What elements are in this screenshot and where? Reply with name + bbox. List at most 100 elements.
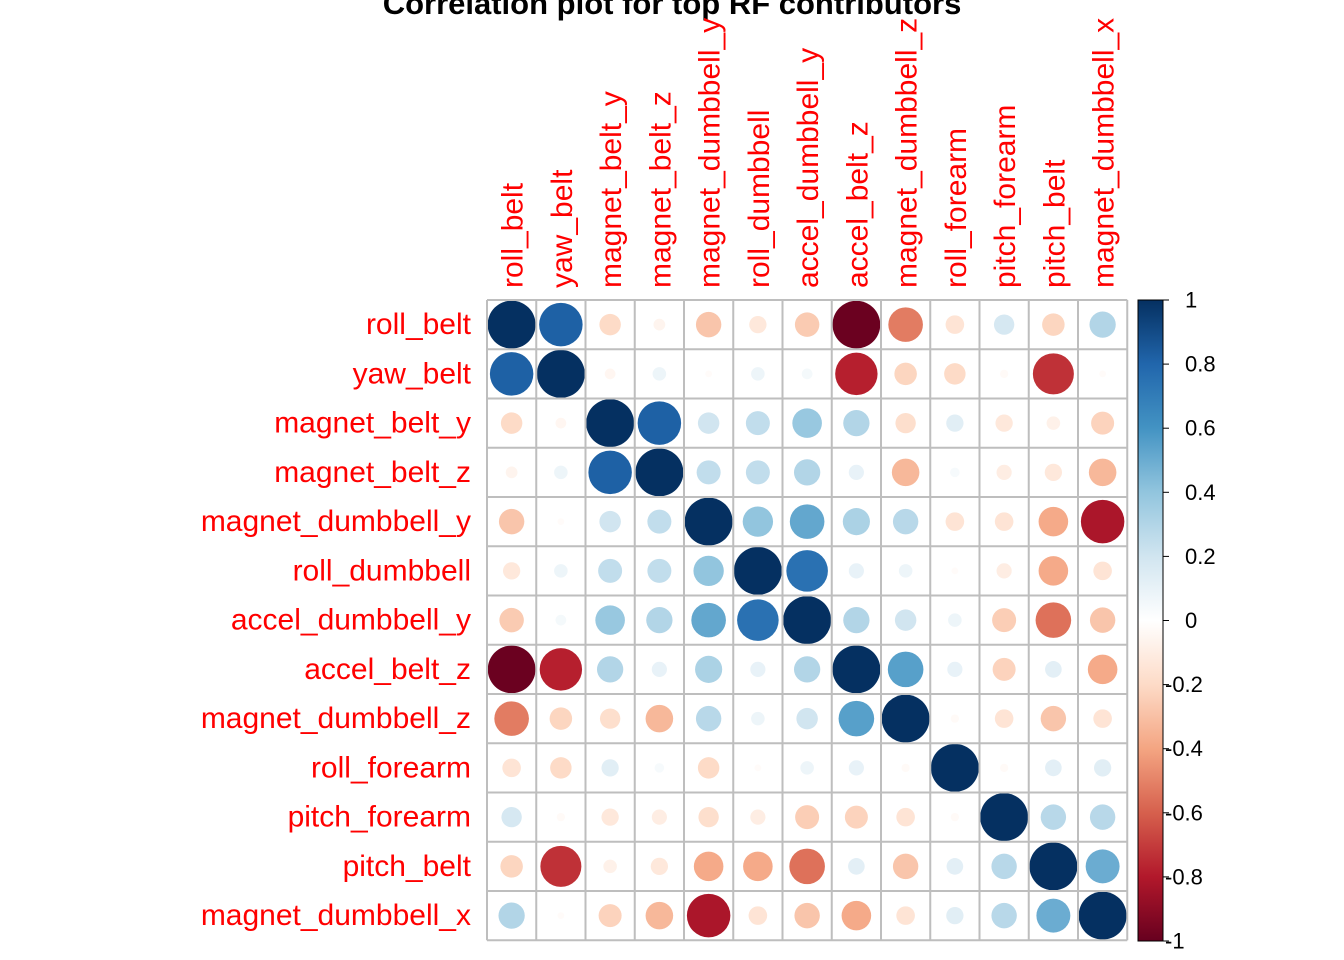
corr-circle-roll_forearm-accel_belt_z xyxy=(848,760,864,776)
corr-circle-accel_dumbbell_y-roll_dumbbell xyxy=(737,599,779,641)
corr-circle-pitch_belt-magnet_dumbbell_y xyxy=(693,851,724,882)
corr-circle-magnet_belt_z-accel_belt_z xyxy=(848,464,864,480)
corr-circle-roll_dumbbell-roll_forearm xyxy=(951,567,959,575)
corr-circle-accel_dumbbell_y-magnet_dumbbell_y xyxy=(691,602,726,638)
corr-circle-pitch_belt-magnet_belt_z xyxy=(650,857,669,876)
corr-circle-pitch_forearm-pitch_forearm xyxy=(980,793,1029,842)
corr-circle-pitch_belt-yaw_belt xyxy=(540,845,582,887)
corr-circle-roll_forearm-magnet_dumbbell_x xyxy=(1093,759,1112,777)
corr-circle-yaw_belt-magnet_dumbbell_y xyxy=(705,370,713,378)
row-label-accel_belt_z: accel_belt_z xyxy=(304,653,471,686)
corr-circle-pitch_forearm-yaw_belt xyxy=(556,812,566,822)
corr-circle-roll_belt-yaw_belt xyxy=(539,302,583,347)
corr-circle-accel_dumbbell_y-pitch_belt xyxy=(1035,602,1072,638)
corr-circle-roll_dumbbell-accel_belt_z xyxy=(848,563,864,579)
column-labels: roll_belt yaw_belt magnet_belt_y magnet_bel… xyxy=(497,18,1121,288)
corr-circle-magnet_dumbbell_z-pitch_forearm xyxy=(994,709,1014,728)
corr-circle-magnet_dumbbell_y-roll_belt xyxy=(498,508,525,535)
corr-circle-accel_belt_z-roll_forearm xyxy=(947,661,963,677)
corr-circle-yaw_belt-pitch_forearm xyxy=(999,369,1009,379)
corr-circle-magnet_dumbbell_x-roll_belt xyxy=(498,902,525,929)
corr-circle-magnet_belt_z-accel_dumbbell_y xyxy=(793,459,821,486)
row-label-roll_belt: roll_belt xyxy=(366,308,472,341)
corr-circle-magnet_belt_y-magnet_dumbbell_x xyxy=(1091,411,1115,435)
corr-circle-accel_belt_z-magnet_dumbbell_z xyxy=(887,651,924,688)
grid-lines xyxy=(486,299,1129,942)
corr-circle-roll_forearm-pitch_forearm xyxy=(999,763,1009,773)
color-legend-tick-label: -0.2 xyxy=(1165,672,1203,697)
corr-circle-magnet_belt_z-magnet_belt_z xyxy=(635,448,684,497)
corr-circle-roll_dumbbell-accel_dumbbell_y xyxy=(786,550,828,592)
color-legend-tick-label: 0 xyxy=(1185,608,1197,633)
corr-circle-yaw_belt-magnet_dumbbell_z xyxy=(894,362,917,386)
color-legend-tick-label: 1 xyxy=(1185,288,1197,313)
row-label-yaw_belt: yaw_belt xyxy=(353,357,472,390)
color-legend-tick-label: 0.2 xyxy=(1185,544,1216,569)
corr-circle-magnet_dumbbell_z-accel_belt_z xyxy=(838,700,875,737)
corr-circle-accel_dumbbell_y-roll_forearm xyxy=(948,613,962,627)
column-label-magnet_belt_y: magnet_belt_y xyxy=(595,91,628,288)
corr-circle-pitch_forearm-roll_dumbbell xyxy=(750,809,766,825)
corr-circle-magnet_dumbbell_y-yaw_belt xyxy=(557,518,565,526)
corr-circle-roll_belt-roll_dumbbell xyxy=(749,315,767,334)
corr-circle-roll_dumbbell-pitch_forearm xyxy=(996,563,1012,579)
color-legend-bar xyxy=(1137,299,1164,942)
corr-circle-roll_belt-roll_belt xyxy=(487,300,536,349)
corr-circle-accel_dumbbell_y-magnet_dumbbell_x xyxy=(1089,607,1116,633)
corr-circle-magnet_dumbbell_y-roll_forearm xyxy=(945,512,965,531)
corr-circle-magnet_belt_y-pitch_forearm xyxy=(995,414,1013,432)
corr-circle-pitch_forearm-magnet_belt_y xyxy=(601,808,619,826)
row-label-pitch_forearm: pitch_forearm xyxy=(288,801,471,834)
corr-circle-accel_dumbbell_y-roll_belt xyxy=(499,607,524,633)
corr-circle-accel_dumbbell_y-yaw_belt xyxy=(555,614,567,626)
corr-circle-roll_dumbbell-magnet_belt_z xyxy=(647,558,672,583)
corr-circle-roll_belt-pitch_forearm xyxy=(993,314,1015,335)
corr-circle-roll_belt-roll_forearm xyxy=(945,315,965,334)
corr-circle-roll_belt-magnet_belt_y xyxy=(599,313,621,336)
correlation-cells xyxy=(487,300,1127,940)
corr-circle-yaw_belt-roll_forearm xyxy=(944,363,966,385)
corr-circle-pitch_forearm-accel_dumbbell_y xyxy=(795,805,820,830)
corr-circle-roll_forearm-roll_forearm xyxy=(930,743,979,792)
corr-circle-roll_forearm-magnet_belt_y xyxy=(601,759,619,777)
corr-circle-magnet_dumbbell_x-roll_forearm xyxy=(946,906,964,925)
row-label-magnet_belt_z: magnet_belt_z xyxy=(274,456,471,489)
corr-circle-pitch_belt-accel_belt_z xyxy=(848,858,865,875)
corr-circle-magnet_dumbbell_y-magnet_belt_z xyxy=(647,509,672,534)
corr-circle-pitch_belt-pitch_forearm xyxy=(991,853,1017,880)
row-label-magnet_dumbbell_z: magnet_dumbbell_z xyxy=(201,702,471,735)
column-label-magnet_dumbbell_y: magnet_dumbbell_y xyxy=(694,18,727,288)
corr-circle-pitch_belt-roll_belt xyxy=(500,855,523,878)
corr-circle-magnet_dumbbell_y-magnet_dumbbell_x xyxy=(1080,499,1125,544)
corr-circle-accel_belt_z-accel_belt_z xyxy=(832,645,881,694)
corr-circle-roll_belt-accel_dumbbell_y xyxy=(794,312,820,337)
column-label-pitch_belt: pitch_belt xyxy=(1038,159,1071,288)
corr-circle-magnet_dumbbell_z-magnet_dumbbell_x xyxy=(1093,709,1112,728)
corr-circle-yaw_belt-magnet_belt_z xyxy=(652,367,667,381)
corr-circle-yaw_belt-magnet_belt_y xyxy=(604,368,616,380)
corr-circle-magnet_belt_z-magnet_dumbbell_z xyxy=(891,458,920,487)
column-label-accel_dumbbell_y: accel_dumbbell_y xyxy=(792,48,825,288)
corr-circle-magnet_dumbbell_z-magnet_belt_z xyxy=(645,704,674,733)
corr-circle-roll_forearm-roll_belt xyxy=(502,758,521,778)
corr-circle-magnet_belt_z-roll_belt xyxy=(505,466,518,479)
row-label-magnet_belt_y: magnet_belt_y xyxy=(274,407,471,440)
corr-circle-magnet_dumbbell_y-magnet_belt_y xyxy=(599,510,621,533)
corr-circle-pitch_belt-magnet_belt_y xyxy=(603,859,617,874)
corr-circle-accel_belt_z-yaw_belt xyxy=(539,648,583,691)
color-legend-tick-label: 0.4 xyxy=(1185,480,1216,505)
corr-circle-roll_dumbbell-magnet_dumbbell_x xyxy=(1093,561,1112,581)
color-legend-tick-label: -0.8 xyxy=(1165,864,1203,889)
corr-circle-magnet_dumbbell_z-magnet_dumbbell_z xyxy=(881,694,930,743)
corr-circle-pitch_forearm-magnet_dumbbell_x xyxy=(1089,804,1116,830)
chart-title: Correlation plot for top RF contributors xyxy=(383,0,962,21)
corr-circle-magnet_dumbbell_y-magnet_dumbbell_y xyxy=(684,497,733,546)
corr-circle-pitch_belt-roll_forearm xyxy=(946,858,964,875)
corr-circle-accel_dumbbell_y-magnet_dumbbell_z xyxy=(894,609,917,631)
corr-circle-magnet_dumbbell_x-magnet_belt_z xyxy=(645,901,674,930)
corr-circle-roll_forearm-magnet_belt_z xyxy=(654,763,665,773)
corr-circle-accel_dumbbell_y-accel_belt_z xyxy=(843,606,870,634)
corr-circle-magnet_dumbbell_y-magnet_dumbbell_z xyxy=(892,508,919,535)
corr-circle-roll_belt-pitch_belt xyxy=(1042,313,1065,336)
corr-circle-magnet_belt_z-pitch_belt xyxy=(1044,463,1063,482)
